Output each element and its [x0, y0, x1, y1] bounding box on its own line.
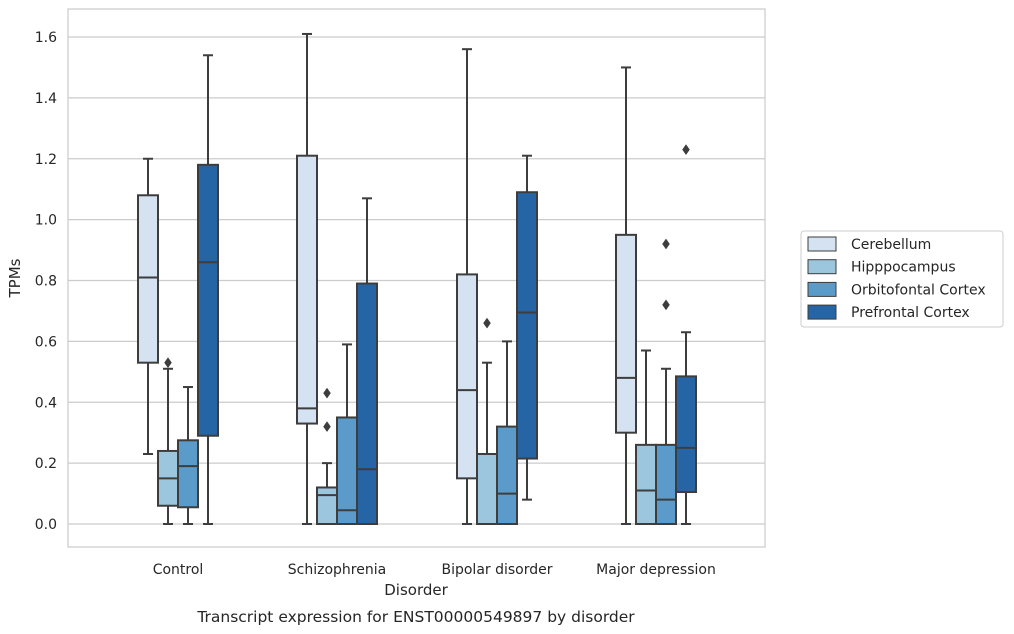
- box-iqr: [356, 282, 378, 526]
- y-tick-label: 1.6: [35, 30, 57, 46]
- box-iqr: [476, 452, 498, 525]
- y-tick-label: 0.2: [35, 456, 57, 472]
- box-iqr: [316, 486, 338, 526]
- box-iqr: [655, 443, 677, 525]
- legend-label: Orbitofontal Cortex: [851, 282, 986, 298]
- x-tick-label: Control: [153, 562, 204, 578]
- y-tick-label: 1.4: [35, 91, 57, 107]
- outlier-point: [164, 357, 172, 369]
- box-iqr: [456, 273, 478, 480]
- outlier-point: [662, 299, 670, 311]
- box-0-2: [456, 48, 478, 525]
- box-3-2: [516, 154, 538, 501]
- y-tick-label: 0.0: [35, 517, 57, 533]
- box-series-group: [137, 32, 697, 526]
- box-iqr: [137, 194, 159, 364]
- x-tick-labels: Control Schizophrenia Bipolar disorder Majo…: [153, 562, 716, 578]
- x-axis-label: Disorder: [384, 581, 448, 599]
- box-iqr: [296, 154, 318, 425]
- legend-frame: [800, 230, 1004, 328]
- legend-swatch: [807, 304, 837, 320]
- box-0-0: [137, 157, 159, 455]
- outlier-point: [483, 317, 491, 329]
- outlier-point: [323, 387, 331, 399]
- box-2-2: [496, 340, 518, 526]
- box-iqr: [197, 163, 219, 437]
- box-iqr: [496, 425, 518, 526]
- box-1-0: [157, 357, 179, 525]
- box-iqr: [635, 443, 657, 525]
- y-tick-label: 0.4: [35, 395, 57, 411]
- legend-swatch: [807, 236, 837, 252]
- box-0-3: [615, 66, 637, 525]
- x-tick-label: Bipolar disorder: [441, 562, 552, 578]
- outlier-point: [323, 421, 331, 433]
- x-tick-label: Major depression: [596, 562, 716, 578]
- box-iqr: [177, 439, 199, 509]
- legend-label: Prefrontal Cortex: [851, 305, 970, 321]
- box-0-1: [296, 32, 318, 525]
- legend-label: Hipppocampus: [851, 260, 956, 276]
- chart-caption: Transcript expression for ENST0000054989…: [196, 608, 635, 626]
- y-tick-label: 1.0: [35, 213, 57, 229]
- y-tick-labels: 0.0 0.2 0.4 0.6 0.8 1.0 1.2 1.4 1.6: [35, 30, 57, 533]
- y-tick-label: 0.6: [35, 334, 57, 350]
- legend: Cerebellum Hipppocampus Orbitofontal Corte…: [800, 230, 1004, 328]
- outlier-point: [662, 238, 670, 250]
- plot-frame: [67, 8, 766, 548]
- box-2-1: [336, 343, 358, 525]
- legend-swatch: [807, 281, 837, 297]
- box-3-0: [197, 54, 219, 525]
- box-iqr: [675, 375, 697, 494]
- box-2-0: [177, 386, 199, 525]
- legend-swatch: [807, 259, 837, 275]
- legend-label: Cerebellum: [851, 237, 931, 253]
- y-axis-label: TPMs: [6, 258, 24, 298]
- box-iqr: [516, 191, 538, 460]
- x-tick-label: Schizophrenia: [288, 562, 386, 578]
- y-tick-label: 1.2: [35, 152, 57, 168]
- box-iqr: [336, 416, 358, 525]
- y-tick-label: 0.8: [35, 274, 57, 290]
- outlier-point: [682, 144, 690, 156]
- box-3-3: [675, 144, 697, 525]
- box-3-1: [356, 197, 378, 526]
- box-iqr: [615, 233, 637, 434]
